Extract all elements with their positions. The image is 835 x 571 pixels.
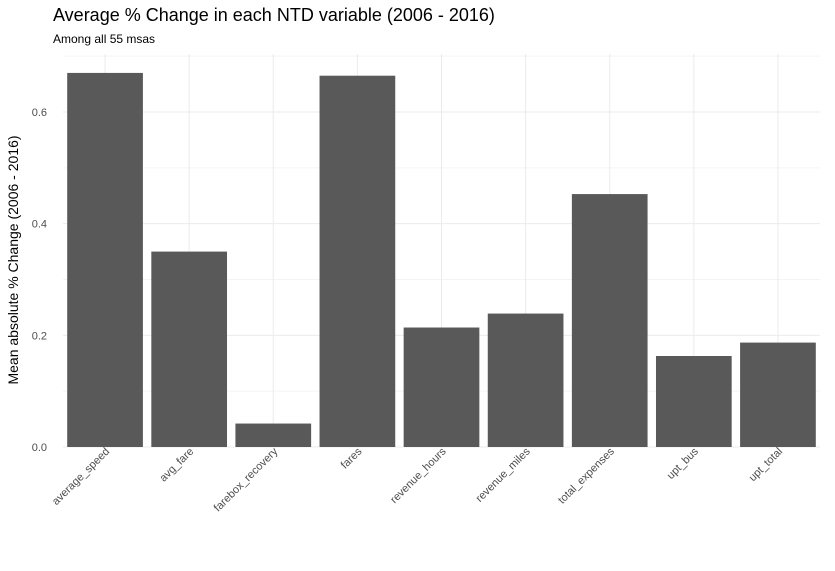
y-tick-label: 0.4 bbox=[32, 219, 47, 231]
chart-subtitle: Among all 55 msas bbox=[53, 32, 155, 46]
bar-fares bbox=[319, 75, 396, 447]
x-tick-label: avg_fare bbox=[158, 446, 197, 485]
bar-upt-total bbox=[740, 342, 816, 447]
chart-title: Average % Change in each NTD variable (2… bbox=[53, 5, 495, 25]
x-tick-label: fares bbox=[339, 445, 365, 471]
bar-avg-fare bbox=[151, 251, 228, 447]
bar-farebox-recovery bbox=[235, 423, 312, 447]
x-tick-label: farebox_recovery bbox=[212, 445, 281, 514]
y-tick-label: 0.0 bbox=[32, 442, 47, 454]
bar-upt-bus bbox=[655, 355, 732, 447]
bar-revenue-miles bbox=[487, 313, 564, 447]
bars bbox=[67, 72, 816, 448]
y-axis-label: Mean absolute % Change (2006 - 2016) bbox=[5, 135, 21, 384]
bar-total-expenses bbox=[571, 194, 648, 447]
bar-revenue-hours bbox=[403, 327, 480, 447]
x-axis-ticks: average_speed avg_fare farebox_recovery far… bbox=[50, 445, 785, 514]
y-tick-label: 0.2 bbox=[32, 330, 47, 342]
x-tick-label: total_expenses bbox=[556, 445, 617, 506]
x-tick-label: upt_total bbox=[747, 446, 785, 484]
x-tick-label: average_speed bbox=[50, 446, 112, 508]
bar-average-speed bbox=[67, 72, 143, 448]
y-tick-label: 0.6 bbox=[32, 107, 47, 119]
x-tick-label: revenue_miles bbox=[474, 445, 533, 504]
x-tick-label: revenue_hours bbox=[388, 445, 449, 506]
x-tick-label: upt_bus bbox=[665, 445, 702, 482]
y-axis-ticks: 0.0 0.2 0.4 0.6 bbox=[32, 107, 47, 454]
